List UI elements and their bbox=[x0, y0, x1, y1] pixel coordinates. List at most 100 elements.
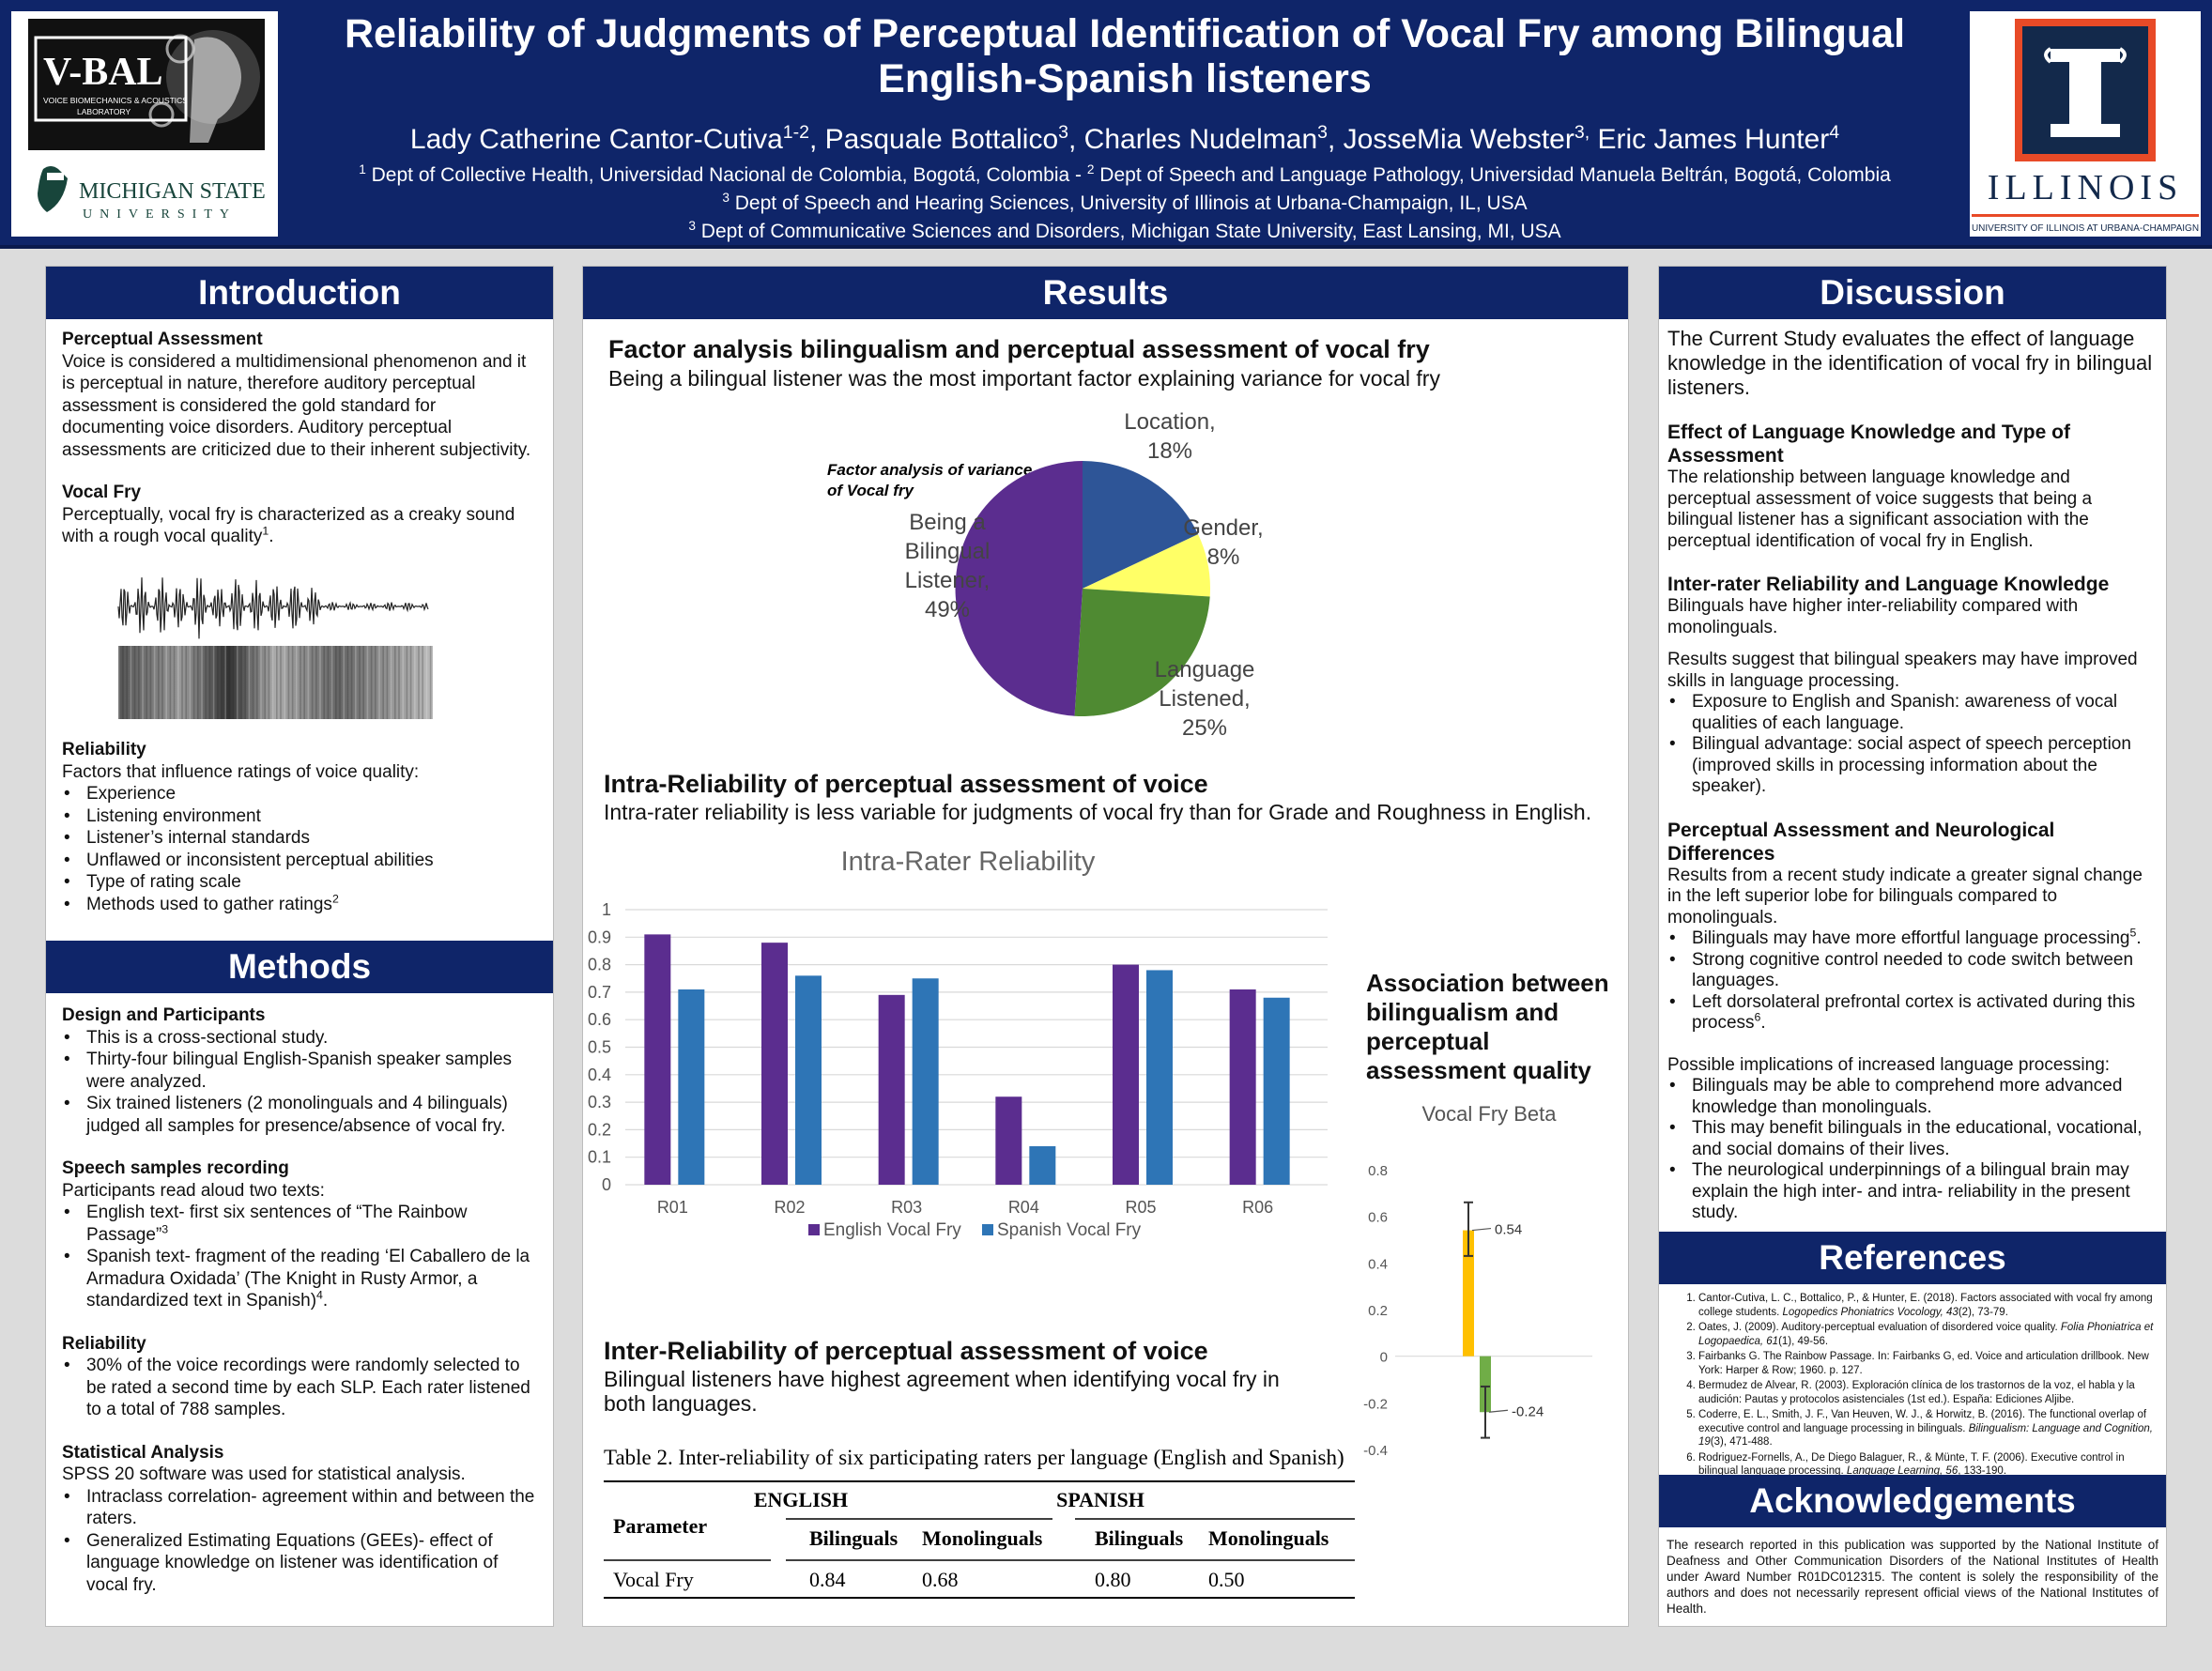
y-tick-label: 0.6 bbox=[588, 1010, 611, 1029]
svg-text:VOICE BIOMECHANICS & ACOUSTICS: VOICE BIOMECHANICS & ACOUSTICS bbox=[43, 96, 188, 105]
bar-chart-title: Intra-Rater Reliability bbox=[841, 847, 1096, 877]
references-list: Cantor-Cutiva, L. C., Bottalico, P., & H… bbox=[1659, 1284, 2166, 1480]
pie-slice-label: Language bbox=[1155, 657, 1255, 682]
intra-reliability-heading: Intra-Reliability of perceptual assessme… bbox=[604, 770, 1208, 798]
y-tick-label: 0.7 bbox=[588, 983, 611, 1002]
pie-slice-label: 8% bbox=[1207, 544, 1240, 570]
beta-chart-title: Vocal Fry Beta bbox=[1421, 1102, 1557, 1126]
pie-slice bbox=[1083, 461, 1199, 589]
svg-text:Bilinguals: Bilinguals bbox=[809, 1526, 899, 1550]
bar bbox=[912, 978, 939, 1185]
svg-text:Monolinguals: Monolinguals bbox=[922, 1526, 1043, 1550]
y-tick-label: -0.4 bbox=[1363, 1443, 1388, 1459]
factor-analysis-heading: Factor analysis bilingualism and percept… bbox=[608, 335, 1430, 363]
affiliation-1: 1 Dept of Collective Health, Universidad… bbox=[359, 162, 1891, 186]
svg-text:0.80: 0.80 bbox=[1095, 1568, 1131, 1591]
reference-item: Fairbanks G. The Rainbow Passage. In: Fa… bbox=[1698, 1350, 2155, 1377]
legend-label: English Vocal Fry bbox=[823, 1220, 961, 1240]
pie-title-line1: Factor analysis of variance bbox=[827, 461, 1032, 479]
y-tick-label: 0.4 bbox=[1368, 1256, 1388, 1272]
x-tick-label: R05 bbox=[1125, 1198, 1156, 1217]
y-tick-label: -0.2 bbox=[1363, 1396, 1388, 1412]
acknowledgements-text: The research reported in this publicatio… bbox=[1667, 1538, 2158, 1616]
poster-header: V-BAL VOICE BIOMECHANICS & ACOUSTICS LAB… bbox=[0, 0, 2212, 249]
legend-label: Spanish Vocal Fry bbox=[997, 1220, 1142, 1240]
pie-slice-label: Gender, bbox=[1183, 515, 1263, 541]
bar bbox=[678, 989, 705, 1185]
y-tick-label: 0.2 bbox=[588, 1120, 611, 1139]
y-tick-label: 0.9 bbox=[588, 927, 611, 946]
bar bbox=[995, 1096, 1022, 1185]
bar bbox=[1463, 1230, 1474, 1357]
svg-text:UNIVERSITY: UNIVERSITY bbox=[83, 207, 237, 222]
intra-rater-bar-chart: Intra-Rater Reliability 0 0.1 0.2 0.3 0.4 0.5… bbox=[588, 847, 1328, 1240]
y-tick-label: 0.3 bbox=[588, 1093, 611, 1111]
pie-slice-label: Bilingual bbox=[905, 539, 991, 564]
data-label: -0.24 bbox=[1512, 1403, 1544, 1419]
x-tick-label: R03 bbox=[891, 1198, 922, 1217]
svg-text:SPANISH: SPANISH bbox=[1056, 1488, 1144, 1511]
bar bbox=[1229, 989, 1256, 1185]
svg-text:UNIVERSITY OF ILLINOIS AT URBA: UNIVERSITY OF ILLINOIS AT URBANA-CHAMPAI… bbox=[1972, 223, 2199, 234]
discussion-body: The Current Study evaluates the effect o… bbox=[1659, 319, 2166, 1232]
pie-slice-label: 49% bbox=[925, 597, 970, 622]
pie-slice-label: Listener, bbox=[905, 568, 991, 593]
reference-item: Oates, J. (2009). Auditory-perceptual ev… bbox=[1698, 1321, 2155, 1348]
illinois-logo: ILLINOIS UNIVERSITY OF ILLINOIS AT URBAN… bbox=[1970, 11, 2201, 237]
results-panel: Results Factor analysis bilingualism and… bbox=[582, 266, 1629, 1627]
reference-item: Cantor-Cutiva, L. C., Bottalico, P., & H… bbox=[1698, 1292, 2155, 1319]
svg-text:0.84: 0.84 bbox=[809, 1568, 846, 1591]
reference-item: Coderre, E. L., Smith, J. F., Van Heuven… bbox=[1698, 1408, 2155, 1449]
reference-item: Bermudez de Alvear, R. (2003). Exploraci… bbox=[1698, 1379, 2155, 1406]
svg-text:Monolinguals: Monolinguals bbox=[1208, 1526, 1329, 1550]
bar bbox=[878, 994, 905, 1185]
bar bbox=[761, 943, 788, 1185]
bar bbox=[1146, 970, 1173, 1185]
methods-body: Design and Participants This is a cross-… bbox=[46, 999, 553, 1605]
pie-slice-label: Listened, bbox=[1159, 686, 1250, 712]
svg-text:0.50: 0.50 bbox=[1208, 1568, 1245, 1591]
svg-text:Parameter: Parameter bbox=[613, 1514, 707, 1538]
y-tick-label: 0.5 bbox=[588, 1038, 611, 1057]
left-column: Introduction Perceptual Assessment Voice… bbox=[45, 266, 554, 1627]
author-list: Lady Catherine Cantor-Cutiva1-2, Pasqual… bbox=[409, 122, 1840, 155]
acknowledgements-heading: Acknowledgements bbox=[1659, 1475, 2166, 1527]
factor-pie-chart: Factor analysis of variance of Vocal fry… bbox=[827, 409, 1264, 741]
data-label: 0.54 bbox=[1495, 1222, 1522, 1238]
pie-slice bbox=[1074, 589, 1210, 716]
x-tick-label: R01 bbox=[657, 1198, 688, 1217]
y-tick-label: 0 bbox=[1380, 1350, 1388, 1366]
svg-text:Bilinguals: Bilinguals bbox=[1095, 1526, 1184, 1550]
bar bbox=[644, 934, 671, 1185]
y-tick-label: 0 bbox=[602, 1175, 611, 1194]
svg-text:0.68: 0.68 bbox=[922, 1568, 959, 1591]
bar bbox=[1113, 964, 1139, 1185]
right-column: Discussion The Current Study evaluates t… bbox=[1658, 266, 2167, 1627]
x-tick-label: R02 bbox=[774, 1198, 805, 1217]
legend-swatch bbox=[808, 1224, 820, 1235]
affiliation-2: 3 Dept of Speech and Hearing Sciences, U… bbox=[722, 191, 1528, 214]
lab-university-logos: V-BAL VOICE BIOMECHANICS & ACOUSTICS LAB… bbox=[11, 11, 278, 237]
y-tick-label: 0.8 bbox=[588, 956, 611, 974]
reference-item: Rodriguez-Fornells, A., De Diego Balague… bbox=[1698, 1451, 2155, 1479]
pie-slice bbox=[955, 461, 1083, 716]
bar bbox=[1480, 1356, 1491, 1413]
results-heading: Results bbox=[583, 267, 1628, 319]
introduction-body: Perceptual Assessment Voice is considere… bbox=[46, 319, 553, 925]
references-heading: References bbox=[1659, 1232, 2166, 1284]
vbal-msu-logo: V-BAL VOICE BIOMECHANICS & ACOUSTICS LAB… bbox=[28, 19, 266, 222]
pie-slice-label: 25% bbox=[1182, 715, 1227, 741]
vocal-fry-waveform-spectrogram bbox=[117, 576, 433, 719]
pie-slice-label: 18% bbox=[1147, 438, 1192, 464]
block-i-icon bbox=[2051, 49, 2120, 137]
vocal-fry-beta-chart: Vocal Fry Beta 0.8 0.6 0.4 0.2 0 -0.2 -0.4 0.5… bbox=[1363, 1102, 1592, 1459]
legend-swatch bbox=[982, 1224, 993, 1235]
bar bbox=[795, 975, 822, 1185]
y-tick-label: 0.6 bbox=[1368, 1210, 1388, 1226]
reliability-factor-list: Experience Listening environment Listene… bbox=[62, 783, 537, 915]
association-heading: Association between bilingualism and per… bbox=[1366, 969, 1609, 1084]
pie-title-line2: of Vocal fry bbox=[827, 482, 914, 499]
introduction-heading: Introduction bbox=[46, 267, 553, 319]
y-tick-label: 0.8 bbox=[1368, 1163, 1388, 1179]
y-tick-label: 1 bbox=[602, 900, 611, 919]
